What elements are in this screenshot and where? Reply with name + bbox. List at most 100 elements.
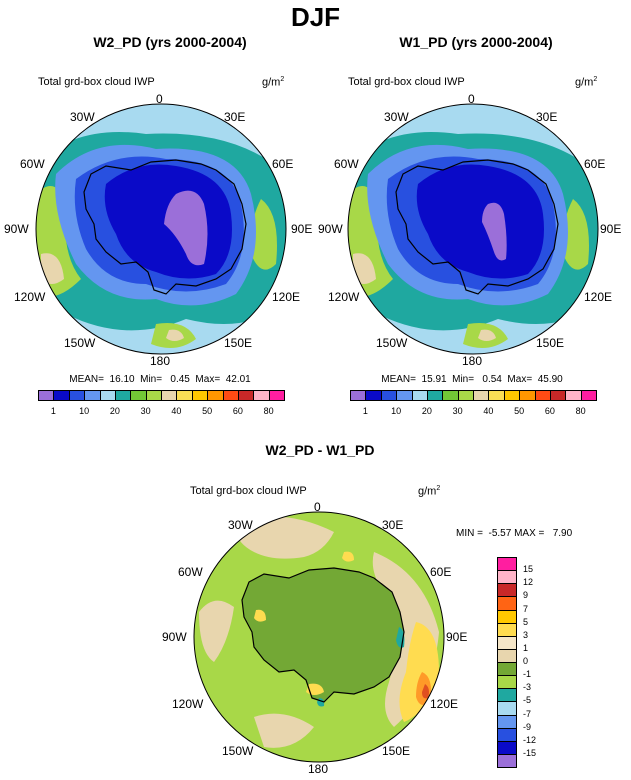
colorbar-tick-label: 80: [263, 406, 274, 416]
panel3-stats: MIN = -5.57 MAX = 7.90: [456, 528, 573, 539]
tan-patch: [353, 253, 376, 284]
panel3-title: W2_PD - W1_PD: [265, 442, 375, 458]
colorbar-swatch: [53, 390, 70, 401]
colorbar-swatch: [497, 753, 517, 768]
lon-label-90e: 90E: [291, 222, 313, 236]
panel3-var-label: Total grd-box cloud IWP: [190, 485, 307, 497]
lon-label-90w: 90W: [4, 222, 29, 236]
colorbar-tick-label: 12: [523, 577, 534, 588]
colorbar-tick-label: 1: [50, 406, 56, 416]
colorbar-swatch: [497, 596, 517, 611]
colorbar-swatch: [519, 390, 536, 401]
lon-label-90e: 90E: [600, 222, 622, 236]
colorbar-swatch: [503, 390, 521, 401]
colorbar-swatch: [176, 390, 193, 401]
colorbar-swatch: [38, 390, 55, 401]
lon-label-150w: 150W: [222, 744, 254, 758]
colorbar-swatch: [497, 583, 517, 598]
coastline: [395, 159, 559, 295]
colorbar-swatch: [68, 390, 86, 401]
lon-label-90e: 90E: [446, 630, 468, 644]
colorbar-swatch: [497, 701, 517, 716]
colorbar-swatch: [534, 390, 551, 401]
colorbar-tick-label: 50: [514, 406, 525, 416]
colorbar-swatch: [442, 390, 459, 401]
yellow-anomaly-west: [254, 609, 266, 622]
lon-label-30e: 30E: [536, 110, 558, 124]
map-difference: [193, 511, 445, 763]
colorbar-tick-label: 9: [523, 590, 529, 601]
colorbar-swatch: [114, 390, 132, 401]
colorbar-swatch: [99, 390, 116, 401]
colorbar-swatch: [565, 390, 582, 401]
colorbar-swatch: [497, 740, 517, 755]
colorbar-swatch: [191, 390, 209, 401]
lon-label-180: 180: [150, 354, 171, 368]
colorbar-swatch: [411, 390, 428, 401]
tan-south: [478, 329, 496, 341]
panel2-var-label: Total grd-box cloud IWP: [348, 76, 465, 88]
colorbar-swatch: [268, 390, 285, 401]
colorbar-tick-label: -5: [523, 695, 532, 706]
panel2-units: g/m2: [575, 76, 598, 89]
colorbar-swatch: [396, 390, 413, 401]
colorbar-swatch: [497, 635, 517, 650]
colorbar-tick-label: 1: [362, 406, 368, 416]
lon-label-90w: 90W: [318, 222, 343, 236]
panel1-stats: MEAN= 16.10 Min= 0.45 Max= 42.01: [69, 374, 251, 385]
lon-label-150e: 150E: [224, 336, 253, 350]
colorbar-swatch: [365, 390, 382, 401]
colorbar-swatch: [497, 727, 517, 742]
dark-green-antarctica: [242, 568, 404, 702]
red-anomaly-east: [422, 684, 429, 699]
lon-label-120w: 120W: [172, 697, 204, 711]
tan-south: [166, 329, 184, 341]
colorbar-swatch: [253, 390, 270, 401]
lon-label-0: 0: [468, 92, 475, 106]
panel1-var-label: Total grd-box cloud IWP: [38, 76, 155, 88]
colorbar-tick-label: 20: [109, 406, 120, 416]
colorbar-swatch: [497, 648, 517, 663]
colorbar-difference: 15 12 9 7 5 3 1 0 -1 -3 -5 -7 -9 -12 -15: [497, 557, 557, 768]
colorbar-swatch: [497, 609, 517, 624]
colorbar-swatch: [497, 557, 517, 572]
colorbar-tick-label: -12: [523, 734, 537, 745]
colorbar-swatch: [145, 390, 162, 401]
colorbar-tick-label: -3: [523, 682, 532, 693]
green-patch-east: [562, 199, 589, 270]
lon-label-150w: 150W: [64, 336, 96, 350]
colorbar-tick-label: 5: [523, 616, 529, 627]
colorbar-tick-label: 30: [452, 406, 463, 416]
colorbar-tick-label: 10: [391, 406, 402, 416]
colorbar-panel2: 1 10 20 30 40 50 60 80: [350, 390, 597, 420]
colorbar-swatch: [350, 390, 367, 401]
lon-label-150w: 150W: [376, 336, 408, 350]
colorbar-tick-label: -7: [523, 708, 532, 719]
colorbar-swatch: [222, 390, 239, 401]
lon-label-30w: 30W: [384, 110, 409, 124]
coastline: [83, 159, 247, 295]
lon-label-30e: 30E: [224, 110, 246, 124]
lon-label-60w: 60W: [334, 157, 359, 171]
colorbar-swatch: [549, 390, 567, 401]
panel1-title: W2_PD (yrs 2000-2004): [93, 34, 247, 50]
colorbar-tick-label: 10: [79, 406, 90, 416]
lon-label-60w: 60W: [20, 157, 45, 171]
colorbar-tick-label: 7: [523, 603, 529, 614]
colorbar-tick-label: 80: [575, 406, 586, 416]
lon-label-180: 180: [462, 354, 483, 368]
yellow-anomaly-north: [342, 551, 354, 562]
colorbar-swatch: [207, 390, 224, 401]
colorbar-swatch: [497, 714, 517, 729]
colorbar-tick-label: 0: [523, 656, 529, 666]
lon-label-150e: 150E: [382, 744, 411, 758]
colorbar-tick-label: 40: [171, 406, 182, 416]
colorbar-swatch: [497, 662, 517, 677]
colorbar-swatch: [473, 390, 490, 401]
green-patch-east: [250, 199, 277, 270]
colorbar-tick-label: 20: [421, 406, 432, 416]
map-w2pd: [35, 103, 287, 355]
panel3-units: g/m2: [418, 485, 441, 498]
colorbar-tick-label: -9: [523, 721, 532, 732]
colorbar-tick-label: 50: [202, 406, 213, 416]
